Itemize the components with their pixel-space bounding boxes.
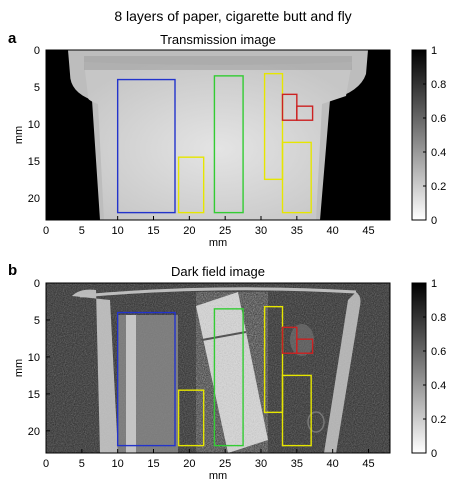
transmission-image [46,50,390,220]
panel-b-x-tick-label: 45 [362,458,374,470]
panel-a-y-tick-label: 15 [28,156,40,168]
panel-b-colorbar-tick-label: 1 [431,278,437,290]
panel-a-fly-outline [296,105,314,121]
panel-b-colorbar-tick-label: 0.4 [431,380,446,392]
panel-a-axes-frame [45,49,391,221]
panel-b-x-tick-label: 5 [79,458,85,470]
panel-a-y-tick-label: 10 [28,119,40,131]
panel-b-title: Dark field image [171,264,265,279]
panel-a-region-0 [116,78,176,214]
panel-a-x-tick-label: 10 [112,225,124,237]
panel-a-colorbar [411,49,427,221]
figure-title: 8 layers of paper, cigarette butt and fl… [114,8,352,24]
panel-a-x-tick-label: 15 [147,225,159,237]
panel-a-x-tick-label: 0 [43,225,49,237]
panel-a-x-tick-label: 25 [219,225,231,237]
panel-a-y-tick-label: 20 [28,193,40,205]
panel-b-region-1 [177,389,205,447]
panel-a-y-tick-label: 5 [34,82,40,94]
panel-b-y-tick-label: 0 [34,278,40,290]
panel-b-region-2 [213,308,244,447]
panel-b-colorbar-tick-label: 0.2 [431,414,446,426]
panel-b-x-tick-label: 15 [147,458,159,470]
panel-b-x-tick-label: 25 [219,458,231,470]
panel-b-region-3 [263,305,284,414]
panel-b-y-tick-label: 15 [28,389,40,401]
panel-a-colorbar-tick-label: 0.6 [431,113,446,125]
panel-b-xlabel: mm [209,470,227,482]
panel-b-colorbar-tick-label: 0.6 [431,346,446,358]
panel-a-colorbar-tick-label: 1 [431,45,437,57]
panel-b-colorbar [411,282,427,454]
panel-a-colorbar-tick-label: 0 [431,215,437,227]
panel-b-colorbar-tick-label: 0.8 [431,312,446,324]
panel-a-x-tick-label: 20 [183,225,195,237]
panel-b-y-tick-label: 10 [28,352,40,364]
panel-b-y-tick-label: 20 [28,426,40,438]
panel-a-x-tick-label: 40 [327,225,339,237]
panel-a-x-tick-label: 5 [79,225,85,237]
panel-a-region-1 [177,156,205,214]
panel-a-letter: a [8,30,17,47]
panel-a-ylabel: mm [13,126,25,144]
panel-a-region-2 [213,75,244,214]
panel-a-region-4 [281,141,312,214]
panel-b-y-tick-label: 5 [34,315,40,327]
panel-b-region-0 [116,311,176,447]
panel-a-xlabel: mm [209,237,227,249]
panel-b-letter: b [8,262,18,279]
panel-a-x-tick-label: 35 [291,225,303,237]
panel-b-x-tick-label: 30 [255,458,267,470]
panel-b-x-tick-label: 10 [112,458,124,470]
panel-b-axes-frame [45,282,391,454]
panel-a-title: Transmission image [160,32,276,47]
panel-b-fly-outline [296,338,314,354]
panel-a-x-tick-label: 45 [362,225,374,237]
panel-b-x-tick-label: 35 [291,458,303,470]
panel-b-x-tick-label: 0 [43,458,49,470]
panel-a-x-tick-label: 30 [255,225,267,237]
panel-a-colorbar-tick-label: 0.2 [431,181,446,193]
panel-b-colorbar-tick-label: 0 [431,448,437,460]
panel-a-colorbar-tick-label: 0.4 [431,147,446,159]
panel-b-region-4 [281,374,312,447]
panel-b-x-tick-label: 20 [183,458,195,470]
panel-a-y-tick-label: 0 [34,45,40,57]
panel-b-ylabel: mm [13,359,25,377]
panel-b-x-tick-label: 40 [327,458,339,470]
panel-a-colorbar-tick-label: 0.8 [431,79,446,91]
panel-a-region-3 [263,72,284,181]
